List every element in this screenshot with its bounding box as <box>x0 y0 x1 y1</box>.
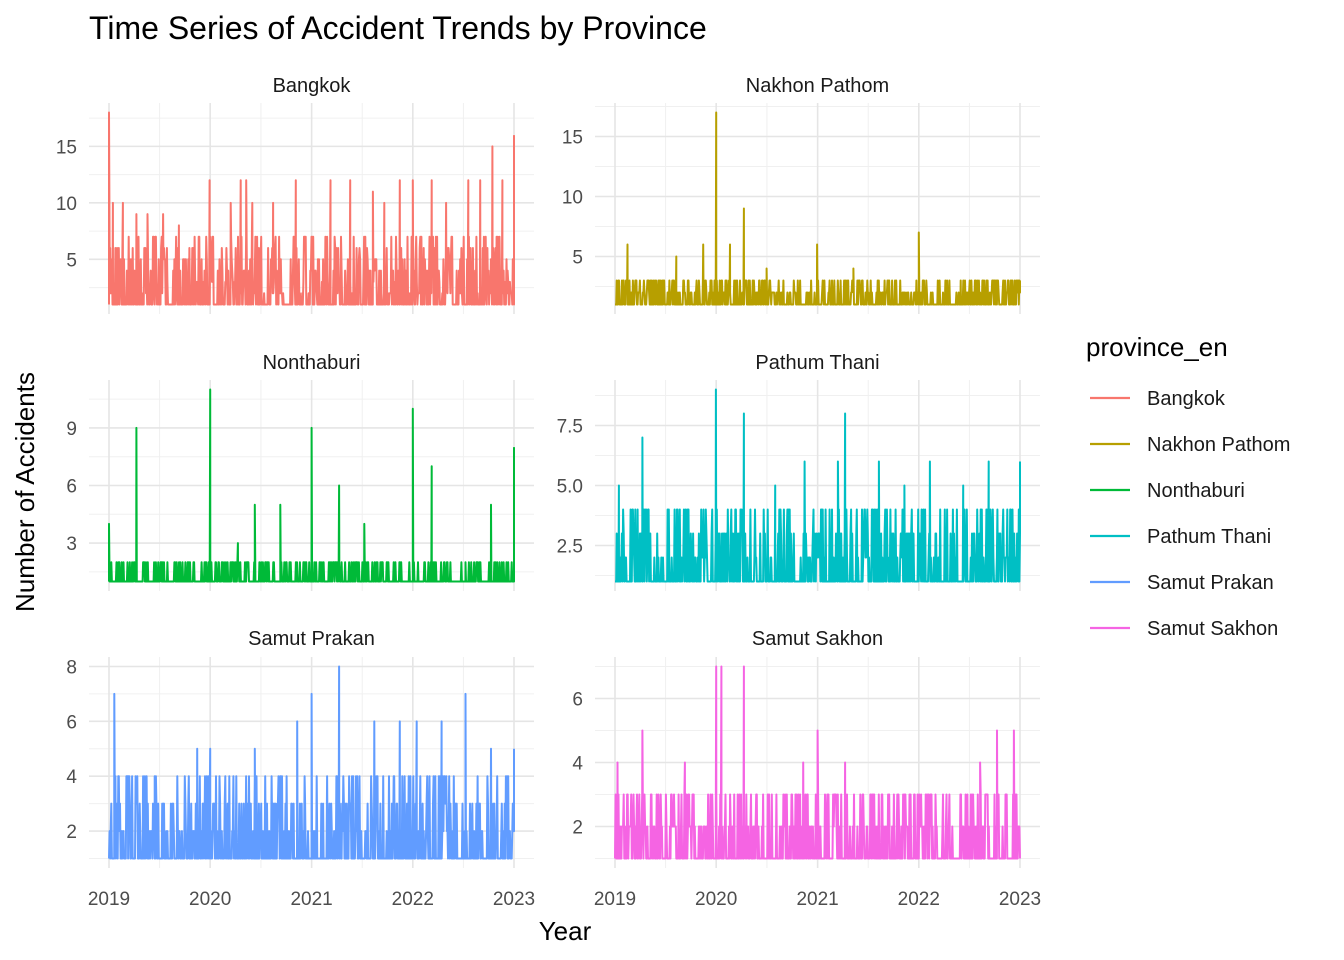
y-tick-label: 15 <box>56 137 77 158</box>
x-tick-label: 2020 <box>695 889 737 910</box>
legend-item: Nonthaburi <box>1090 480 1245 502</box>
x-tick-label: 2021 <box>290 889 332 910</box>
series-line <box>614 665 1021 860</box>
y-tick-label: 2 <box>572 818 583 839</box>
legend-label: Nakhon Pathom <box>1147 434 1290 456</box>
legend-item: Nakhon Pathom <box>1090 434 1290 456</box>
y-tick-label: 5 <box>572 248 583 269</box>
panel-nonthaburi: 3 6 9 Nonthaburi <box>66 352 534 591</box>
y-tick-label: 5 <box>66 250 77 271</box>
y-tick-label: 2.5 <box>557 537 583 558</box>
x-tick-label: 2022 <box>392 889 434 910</box>
y-tick-label: 2 <box>66 822 77 843</box>
y-tick-label: 10 <box>562 187 583 208</box>
facet-strip-label: Samut Sakhon <box>752 628 883 650</box>
y-tick-label: 8 <box>66 657 77 678</box>
y-tick-label: 15 <box>562 127 583 148</box>
legend-label: Pathum Thani <box>1147 526 1271 548</box>
x-tick-label: 2022 <box>898 889 940 910</box>
series-line <box>614 111 1021 306</box>
x-tick-label: 2023 <box>999 889 1041 910</box>
panel-pathum-thani: 2.5 5.0 7.5 Pathum Thani <box>557 352 1040 591</box>
legend-item: Samut Prakan <box>1090 572 1274 594</box>
panel-nakhon-pathom: 5 10 15 Nakhon Pathom <box>562 75 1040 314</box>
legend: province_en Bangkok Nakhon Pathom Nonthabu… <box>1086 332 1290 640</box>
x-tick-label: 2021 <box>796 889 838 910</box>
series-line <box>108 388 515 583</box>
series-line <box>108 665 515 860</box>
legend-item: Pathum Thani <box>1090 526 1271 548</box>
series-line <box>614 388 1021 583</box>
x-tick-label: 2019 <box>88 889 130 910</box>
y-tick-label: 4 <box>572 754 583 775</box>
y-tick-label: 3 <box>66 534 77 555</box>
y-tick-label: 7.5 <box>557 416 583 437</box>
x-tick-label: 2023 <box>493 889 535 910</box>
y-tick-label: 5.0 <box>557 477 583 498</box>
series-line <box>108 111 515 306</box>
legend-label: Bangkok <box>1147 388 1226 410</box>
legend-title: province_en <box>1086 332 1228 362</box>
chart-title: Time Series of Accident Trends by Provin… <box>89 10 707 46</box>
y-tick-label: 6 <box>572 689 583 710</box>
legend-label: Nonthaburi <box>1147 480 1245 502</box>
y-tick-label: 10 <box>56 194 77 215</box>
facet-strip-label: Pathum Thani <box>755 352 879 374</box>
y-tick-label: 4 <box>66 767 77 788</box>
legend-item: Bangkok <box>1090 388 1226 410</box>
legend-label: Samut Prakan <box>1147 572 1274 594</box>
legend-item: Samut Sakhon <box>1090 618 1278 640</box>
y-tick-label: 6 <box>66 712 77 733</box>
x-axis-title: Year <box>539 916 592 946</box>
panel-samut-sakhon: 2 4 6 Samut Sakhon 2019 2020 2021 2022 2023 <box>572 628 1041 910</box>
panel-bangkok: 5 10 15 Bangkok <box>56 75 534 314</box>
facet-panels: 5 10 15 Bangkok 5 10 15 Nakhon Pathom 3 6 9 Nonthab… <box>56 75 1041 910</box>
panel-samut-prakan: 2 4 6 8 Samut Prakan 2019 2020 2021 2022 2023 <box>66 628 535 910</box>
y-tick-label: 6 <box>66 477 77 498</box>
x-tick-label: 2020 <box>189 889 231 910</box>
facet-strip-label: Nonthaburi <box>263 352 361 374</box>
legend-label: Samut Sakhon <box>1147 618 1278 640</box>
y-tick-label: 9 <box>66 419 77 440</box>
y-axis-title: Number of Accidents <box>10 372 40 612</box>
facet-strip-label: Nakhon Pathom <box>746 75 889 97</box>
facet-strip-label: Samut Prakan <box>248 628 375 650</box>
x-tick-label: 2019 <box>594 889 636 910</box>
facet-strip-label: Bangkok <box>273 75 352 97</box>
